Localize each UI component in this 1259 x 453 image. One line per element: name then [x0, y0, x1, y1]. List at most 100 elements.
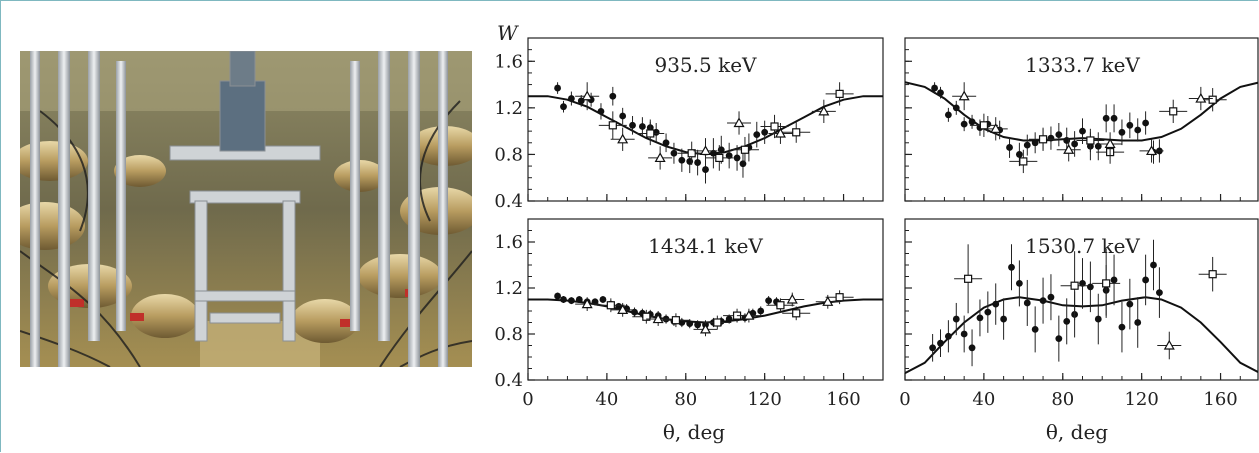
data-point-circle: [554, 84, 561, 92]
data-point-square: [1038, 135, 1048, 144]
data-point-triangle: [1146, 145, 1158, 156]
data-point-circle: [1142, 276, 1150, 284]
data-point-square: [835, 293, 844, 302]
data-point-circle: [937, 89, 944, 97]
data-point-circle: [1039, 297, 1047, 305]
data-point-circle: [1079, 280, 1086, 287]
data-point-triangle: [1104, 138, 1116, 149]
data-point-circle: [678, 319, 686, 326]
data-point-circle: [1094, 142, 1102, 150]
data-point-triangle: [1163, 339, 1175, 350]
data-point-square: [687, 149, 696, 158]
data-point-circle: [725, 152, 733, 159]
data-point-circle: [733, 154, 741, 162]
data-point-circle: [1015, 280, 1023, 287]
data-point-circle: [1008, 263, 1015, 271]
data-point-circle: [1079, 127, 1086, 135]
data-point-circle: [609, 92, 617, 100]
data-point-circle: [1063, 317, 1071, 325]
data-point-circle: [694, 159, 702, 166]
data-point-circle: [1055, 131, 1063, 139]
data-point-circle: [1118, 128, 1126, 136]
data-point-square: [770, 122, 779, 131]
data-point-circle: [638, 123, 646, 130]
data-point-triangle: [699, 323, 712, 334]
data-point-square: [642, 312, 651, 321]
data-point-circle: [575, 296, 583, 303]
x-tick-label: 0: [522, 389, 533, 410]
data-point-circle: [725, 315, 733, 323]
data-point-triangle: [818, 105, 830, 116]
plot-data: [905, 239, 1258, 374]
data-point-circle: [678, 156, 686, 164]
data-point-triangle: [652, 313, 664, 324]
data-point-circle: [960, 120, 968, 128]
panel-energy-label: 1434.1 keV: [648, 234, 763, 258]
data-point-circle: [1006, 144, 1013, 151]
data-point-circle: [952, 104, 960, 112]
data-point-square: [646, 129, 655, 138]
data-point-triangle: [786, 293, 798, 304]
x-tick-label: 120: [1124, 389, 1158, 410]
data-point-circle: [1015, 151, 1023, 158]
data-point-triangle: [654, 152, 666, 163]
data-point-circle: [1126, 300, 1134, 308]
x-tick-label: 40: [595, 389, 618, 410]
data-point-square: [792, 309, 801, 318]
data-point-square: [1086, 136, 1095, 145]
data-point-circle: [560, 103, 567, 111]
y-tick-label: 0.4: [494, 370, 523, 391]
x-tick-label: 160: [1203, 389, 1237, 410]
data-point-circle: [652, 128, 660, 136]
data-point-circle: [929, 344, 937, 352]
y-tick-label: 0.4: [494, 191, 523, 212]
data-point-circle: [968, 118, 976, 126]
data-point-circle: [765, 297, 773, 305]
chart-panel-3: 0.4 0.8 1.2 1.6 0 40 80 120 160 1434.1 keV: [494, 218, 884, 410]
data-point-circle: [761, 128, 769, 136]
data-point-circle: [702, 166, 709, 173]
data-point-circle: [757, 307, 765, 315]
data-point-triangle: [990, 123, 1002, 133]
x-axis-title-right: θ, deg: [1046, 420, 1108, 444]
data-point-circle: [1031, 139, 1039, 147]
y-tick-label: 0.8: [494, 144, 523, 165]
data-point-circle: [615, 303, 623, 310]
data-point-circle: [560, 296, 567, 303]
chart-panel-4: 0 40 80 120 160 1530.7 keV: [899, 218, 1259, 410]
data-point-square: [608, 121, 617, 130]
x-tick-label: 80: [1051, 389, 1074, 410]
y-tick-label: 1.6: [494, 51, 523, 72]
data-point-circle: [1047, 134, 1055, 142]
data-point-circle: [599, 296, 607, 303]
chart-panel-1: 0.4 0.8 1.2 1.6 935.5 keV: [494, 37, 884, 212]
data-point-circle: [960, 330, 968, 338]
data-point-square: [671, 316, 681, 325]
data-point-circle: [1126, 121, 1134, 129]
data-point-circle: [554, 292, 561, 300]
data-point-circle: [976, 314, 984, 322]
photo-illustration: [20, 51, 472, 367]
data-point-square: [715, 153, 724, 163]
plot-data: [905, 81, 1258, 174]
data-point-circle: [1094, 315, 1102, 323]
data-point-triangle: [822, 296, 834, 306]
panel-energy-label: 1333.7 keV: [1025, 53, 1140, 77]
data-point-square: [1208, 270, 1217, 279]
data-point-triangle: [1063, 144, 1075, 154]
data-point-circle: [619, 112, 627, 120]
data-point-circle: [1023, 141, 1031, 149]
data-point-triangle: [617, 304, 629, 314]
data-point-square: [1102, 279, 1111, 288]
data-point-square: [1169, 107, 1178, 116]
data-point-circle: [1071, 140, 1079, 148]
data-point-square: [979, 121, 988, 130]
data-point-circle: [662, 139, 670, 147]
data-point-circle: [1110, 114, 1118, 122]
data-point-circle: [1134, 319, 1142, 326]
panel-energy-label: 935.5 keV: [654, 53, 757, 77]
data-point-square: [713, 318, 722, 327]
data-point-circle: [694, 321, 702, 329]
plot-data: [528, 82, 883, 184]
data-point-circle: [944, 111, 952, 119]
